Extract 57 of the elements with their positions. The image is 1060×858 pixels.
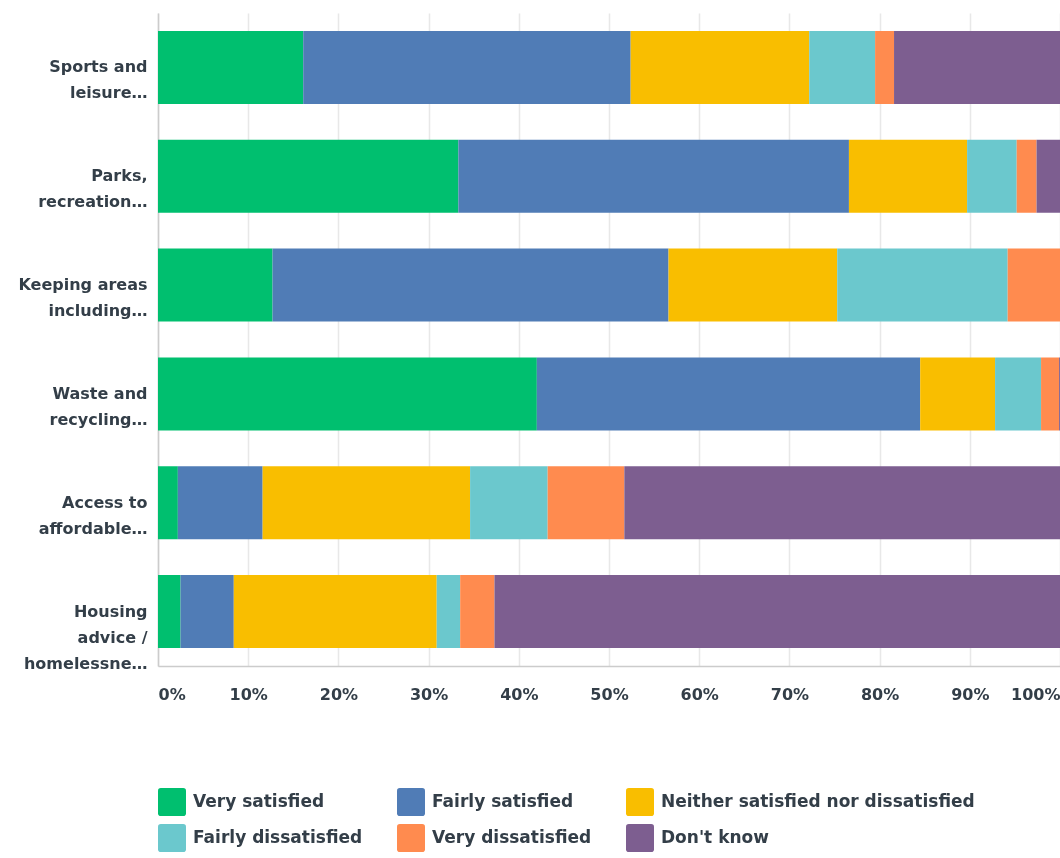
legend-label: Fairly dissatisfied xyxy=(193,827,363,847)
bar xyxy=(624,466,1060,540)
legend-label: Fairly satisfied xyxy=(432,791,574,811)
bar xyxy=(920,357,996,431)
bar xyxy=(1041,357,1060,431)
bar xyxy=(470,466,548,540)
bar xyxy=(837,248,1008,322)
x-tick-label: 60% xyxy=(680,684,719,704)
y-tick-label: Sports and leisure… xyxy=(49,57,148,103)
bar xyxy=(158,466,178,540)
x-tick-label: 90% xyxy=(951,684,990,704)
x-tick-label: 100% xyxy=(1011,684,1060,704)
y-tick-label: Keeping areas including… xyxy=(18,275,148,321)
bar xyxy=(303,30,631,104)
bar xyxy=(177,466,263,540)
bar xyxy=(848,139,968,213)
y-tick-label: Housing advice / homelessne… xyxy=(23,601,148,673)
x-tick-label: 80% xyxy=(860,684,900,704)
x-tick-label: 0% xyxy=(158,684,186,704)
x-tick-label: 20% xyxy=(319,684,359,704)
bar xyxy=(995,357,1042,431)
bar xyxy=(494,575,1060,649)
legend-label: Neither satisfied nor dissatisfied xyxy=(661,791,975,811)
bar xyxy=(547,466,625,540)
bar xyxy=(272,248,669,322)
bar xyxy=(536,357,921,431)
x-tick-label: 30% xyxy=(409,684,449,704)
legend-label: Don't know xyxy=(661,827,770,847)
bar xyxy=(809,30,876,104)
legend-label: Very dissatisfied xyxy=(432,827,592,847)
x-tick-label: 40% xyxy=(500,684,539,704)
bar xyxy=(1036,139,1060,213)
x-tick-label: 10% xyxy=(229,684,268,704)
bar xyxy=(630,30,810,104)
bar xyxy=(158,575,181,649)
bar xyxy=(1007,248,1060,322)
y-tick-label: Access to affordable… xyxy=(38,492,148,538)
bar xyxy=(875,30,895,104)
bar xyxy=(158,357,537,431)
bar xyxy=(158,30,304,104)
bar xyxy=(158,248,273,322)
bar xyxy=(458,139,849,213)
x-tick-label: 70% xyxy=(770,684,810,704)
bar xyxy=(967,139,1017,213)
bar xyxy=(233,575,437,649)
bar xyxy=(180,575,234,649)
y-tick-label: Waste and recycling… xyxy=(49,383,148,429)
bar xyxy=(460,575,495,649)
bar xyxy=(436,575,461,649)
bar xyxy=(894,30,1060,104)
bar xyxy=(668,248,838,322)
x-tick-label: 50% xyxy=(590,684,629,704)
bar xyxy=(262,466,471,540)
bar xyxy=(1016,139,1037,213)
legend-label: Very satisfied xyxy=(193,791,325,811)
y-tick-label: Parks, recreation… xyxy=(38,166,148,212)
bar xyxy=(158,139,459,213)
